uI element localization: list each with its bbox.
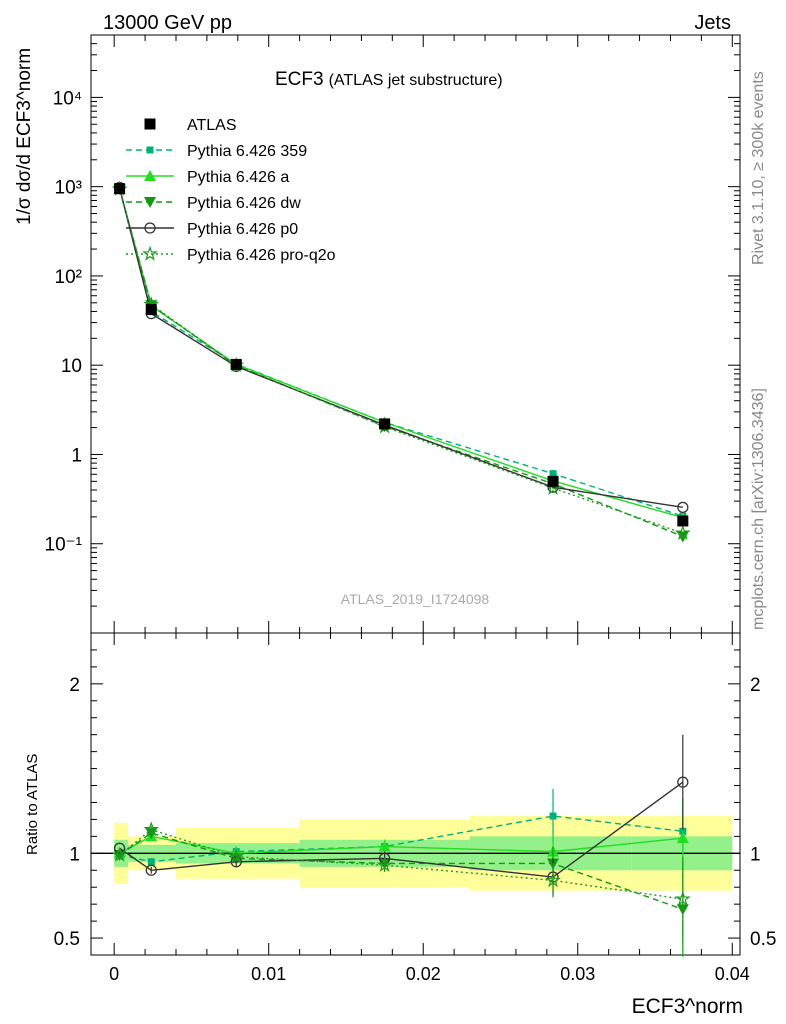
- legend: ATLAS Pythia 6.426 359 Pythia 6.426 a Pythi…: [126, 117, 336, 264]
- x-axis-label: ECF3^norm: [632, 995, 743, 1018]
- y-axis-label: 1/σ dσ/d ECF3^norm: [14, 48, 35, 225]
- ratio-line-2: [119, 832, 684, 910]
- x-tick-label: 0.04: [715, 964, 750, 984]
- header-left-label: 13000 GeV pp: [103, 12, 232, 34]
- ratio-marker-3: [145, 864, 157, 876]
- legend-label-4: Pythia 6.426 pro-q2o: [187, 247, 336, 264]
- plot-title-sub: (ATLAS jet substructure): [329, 72, 503, 89]
- y-tick-label: 10⁻¹: [45, 535, 83, 556]
- ratio-marker-1: [378, 840, 391, 852]
- ratio-y-tick-label-right: 1: [750, 844, 761, 865]
- series-line-2: [118, 188, 684, 538]
- data-point-atlas: [145, 304, 157, 316]
- ratio-marker-0: [549, 812, 557, 820]
- ratio-series-group: [111, 734, 691, 957]
- ratio-plot-frame: [90, 632, 741, 956]
- y-axis-label-text: 1/σ dσ/d ECF3^norm: [14, 48, 35, 225]
- ratio-y-tick-label-right: 0.5: [750, 929, 776, 950]
- series-marker-3: [677, 501, 689, 514]
- legend-marker-3: [144, 222, 156, 234]
- ratio-y-tick-label-left: 0.5: [54, 929, 80, 950]
- ratio-marker-3: [113, 842, 126, 854]
- legend-marker-4: [142, 245, 158, 261]
- series-marker-0: [549, 470, 557, 478]
- ratio-marker-4: [111, 846, 128, 862]
- ratio-marker-3: [677, 776, 689, 788]
- ratio-marker-4: [545, 872, 561, 888]
- y-tick-label: 1: [71, 445, 82, 466]
- legend-label-0: Pythia 6.426 359: [187, 143, 307, 160]
- data-point-atlas: [547, 475, 559, 487]
- legend-marker-atlas: [144, 118, 156, 130]
- rivet-credit: Rivet 3.1.10, ≥ 300k events: [750, 71, 767, 265]
- y-tick-label: 10²: [55, 267, 82, 288]
- data-point-atlas: [230, 358, 242, 370]
- y-tick-label: 10: [61, 356, 82, 377]
- ratio-y-tick-label-right: 2: [750, 675, 761, 696]
- analysis-id-label: ATLAS_2019_I1724098: [341, 591, 490, 607]
- series-line-3: [118, 187, 683, 509]
- data-point-atlas: [677, 515, 689, 527]
- ratio-y-axis-label: Ratio to ATLAS: [24, 754, 41, 855]
- data-point-atlas: [114, 183, 126, 195]
- ratio-marker-4: [228, 848, 245, 864]
- series-marker-4: [674, 524, 691, 540]
- x-tick-label: 0: [109, 964, 119, 984]
- axis-ticks: 0 0.01 0.02 0.03 0.04 10⁻¹ 1 10 10² 10³ 10⁴ 0.5 0.5 1…: [45, 34, 776, 984]
- y-tick-label: 10⁴: [53, 88, 82, 109]
- x-tick-label: 0.03: [560, 964, 595, 984]
- legend-marker-0: [146, 146, 154, 154]
- series-line-0: [118, 188, 684, 517]
- header-right-label: Jets: [694, 12, 731, 34]
- plot-title-main: ECF3: [275, 69, 324, 90]
- ratio-y-tick-label-left: 1: [69, 844, 80, 865]
- x-tick-label: 0.01: [251, 964, 286, 984]
- legend-marker-1: [144, 170, 156, 181]
- ratio-marker-4: [376, 856, 393, 872]
- ratio-y-tick-label-left: 2: [69, 675, 80, 696]
- plot-title: ECF3 (ATLAS jet substructure): [275, 69, 503, 90]
- ratio-uncertainty-bands: [91, 816, 740, 891]
- legend-marker-2: [144, 197, 156, 208]
- data-point-atlas: [379, 418, 391, 430]
- legend-label-atlas: ATLAS: [187, 117, 237, 134]
- ratio-marker-0: [147, 858, 155, 866]
- ratio-line-1: [119, 835, 683, 855]
- legend-label-3: Pythia 6.426 p0: [187, 221, 298, 238]
- series-line-4: [118, 188, 684, 534]
- legend-label-1: Pythia 6.426 a: [187, 169, 289, 186]
- ratio-marker-4: [674, 890, 691, 906]
- ratio-line-0: [119, 815, 683, 863]
- y-tick-label: 10³: [55, 178, 82, 199]
- ratio-marker-1: [676, 832, 689, 844]
- x-tick-label: 0.02: [406, 964, 441, 984]
- ratio-marker-4: [143, 821, 160, 837]
- mcplots-credit: mcplots.cern.ch [arXiv:1306.3436]: [750, 388, 767, 630]
- main-series-group: [111, 180, 691, 543]
- ratio-line-3: [119, 781, 684, 878]
- legend-label-2: Pythia 6.426 dw: [187, 195, 301, 212]
